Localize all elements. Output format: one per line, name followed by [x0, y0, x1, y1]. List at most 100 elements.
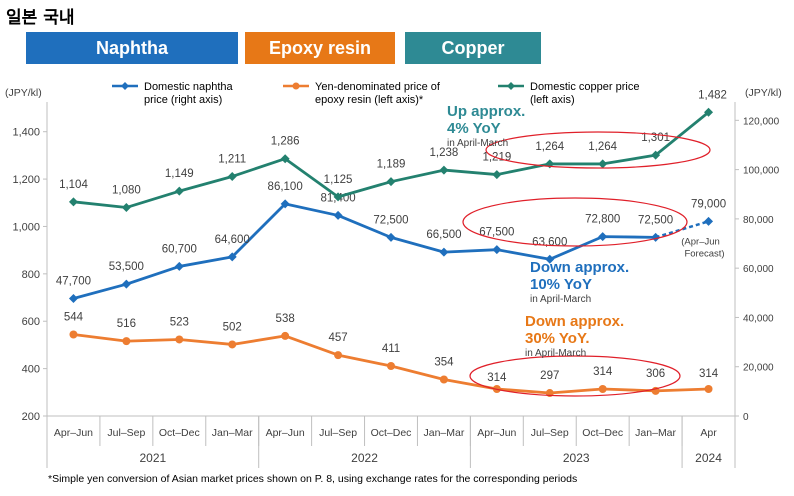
series-line-0 [73, 202, 656, 300]
data-point [333, 192, 343, 202]
year-label: 2023 [563, 451, 590, 465]
x-tick-label: Apr [700, 427, 717, 439]
right-tick-label: 80,000 [743, 215, 774, 226]
highlight-ellipse-copper [485, 131, 711, 169]
legend-label: price (right axis) [144, 94, 222, 106]
data-point [174, 261, 184, 271]
right-tick-label: 0 [743, 412, 749, 423]
year-label: 2024 [695, 451, 722, 465]
tab-epoxy-resin: Epoxy resin [245, 32, 395, 64]
data-label: 1,104 [59, 179, 88, 191]
legend-marker [292, 82, 300, 90]
data-label: 86,100 [268, 181, 303, 193]
legend-label: (left axis) [530, 94, 575, 106]
x-tick-label: Jan–Mar [423, 427, 464, 439]
data-point [69, 330, 78, 339]
forecast-line [655, 220, 709, 239]
legend-marker [507, 82, 515, 90]
price-chart: 200 400 600 800 1,000 1,200 1,400 0 20,000 40,000… [5, 81, 782, 468]
data-label: 516 [117, 318, 136, 330]
data-point [492, 245, 502, 255]
left-tick-label: 1,400 [12, 127, 40, 139]
x-tick-label: Oct–Dec [582, 427, 623, 439]
data-label: 1,080 [112, 185, 141, 197]
x-tick-label: Jan–Mar [212, 427, 253, 439]
annotation-naphtha-sub: in April-March [530, 294, 591, 305]
forecast-point [704, 216, 714, 226]
data-label: 314 [699, 368, 719, 380]
data-label: 306 [646, 368, 665, 380]
right-tick-label: 100,000 [743, 166, 780, 177]
x-tick-label: Oct–Dec [371, 427, 412, 439]
axis-layer: 200 400 600 800 1,000 1,200 1,400 0 20,000 40,000… [5, 87, 782, 468]
data-point [598, 232, 608, 242]
data-label: 314 [593, 366, 613, 378]
data-label: 411 [382, 343, 400, 355]
left-tick-label: 1,200 [12, 174, 40, 186]
data-label: 457 [328, 332, 347, 344]
annotation-epoxy-sub: in April-March [525, 348, 586, 359]
data-label: 47,700 [56, 275, 91, 287]
data-point [651, 150, 661, 160]
data-label: 1,149 [165, 168, 194, 180]
data-point [439, 165, 449, 175]
right-tick-label: 40,000 [743, 313, 774, 324]
data-label: 502 [223, 321, 242, 333]
data-point [545, 254, 555, 264]
annotation-copper-line2: 4% YoY [447, 120, 501, 137]
data-label: 1,189 [377, 159, 406, 171]
data-label: 72,500 [638, 214, 673, 226]
x-tick-label: Apr–Jun [266, 427, 305, 439]
data-point [334, 351, 343, 360]
data-label: 63,600 [532, 236, 567, 248]
data-point [121, 203, 131, 213]
data-label: 53,500 [109, 261, 144, 273]
legend-label: Domestic copper price [530, 81, 639, 93]
data-label: 544 [64, 311, 84, 323]
x-tick-label: Jul–Sep [107, 427, 145, 439]
data-point [228, 340, 237, 349]
data-point [704, 384, 713, 393]
data-label: 297 [540, 370, 559, 382]
data-label: 1,238 [430, 147, 459, 159]
year-label: 2022 [351, 451, 378, 465]
data-point [280, 199, 290, 209]
data-point [68, 197, 78, 207]
data-point [281, 331, 290, 340]
data-label: 67,500 [479, 227, 514, 239]
legend-label: Yen-denominated price of [315, 81, 441, 93]
forecast-note: (Apr–Jun [681, 236, 720, 247]
data-label: 1,264 [588, 141, 617, 153]
annotation-copper-sub: in April-March [447, 138, 508, 149]
data-label: 1,125 [324, 174, 353, 186]
annotation-copper-line1: Up approx. [447, 103, 525, 120]
annotation-naphtha-line2: 10% YoY [530, 276, 592, 293]
data-label: 314 [487, 372, 507, 384]
data-label: 523 [170, 316, 189, 328]
data-point [227, 171, 237, 181]
tab-naphtha: Naphtha [26, 32, 238, 64]
highlight-ellipse-epoxy [469, 355, 681, 397]
x-tick-label: Jan–Mar [635, 427, 676, 439]
data-label: 1,211 [218, 153, 246, 165]
data-point [439, 375, 448, 384]
data-label: 1,482 [698, 89, 727, 101]
data-point [598, 159, 608, 169]
legend-label: epoxy resin (left axis)* [315, 94, 424, 106]
x-tick-label: Apr–Jun [477, 427, 516, 439]
data-label: 64,600 [215, 234, 250, 246]
data-point [174, 186, 184, 196]
annotation-epoxy-line2: 30% YoY. [525, 330, 589, 347]
data-label: 1,264 [535, 141, 564, 153]
data-label: 1,286 [271, 136, 300, 148]
data-point [387, 362, 395, 371]
data-point [333, 210, 343, 220]
data-point [121, 279, 131, 289]
data-point [439, 247, 449, 257]
forecast-note: Forecast) [684, 248, 724, 259]
right-axis-unit: (JPY/kl) [745, 87, 782, 99]
data-point [227, 252, 237, 262]
legend-marker [121, 82, 129, 90]
data-label: 66,500 [426, 229, 461, 241]
